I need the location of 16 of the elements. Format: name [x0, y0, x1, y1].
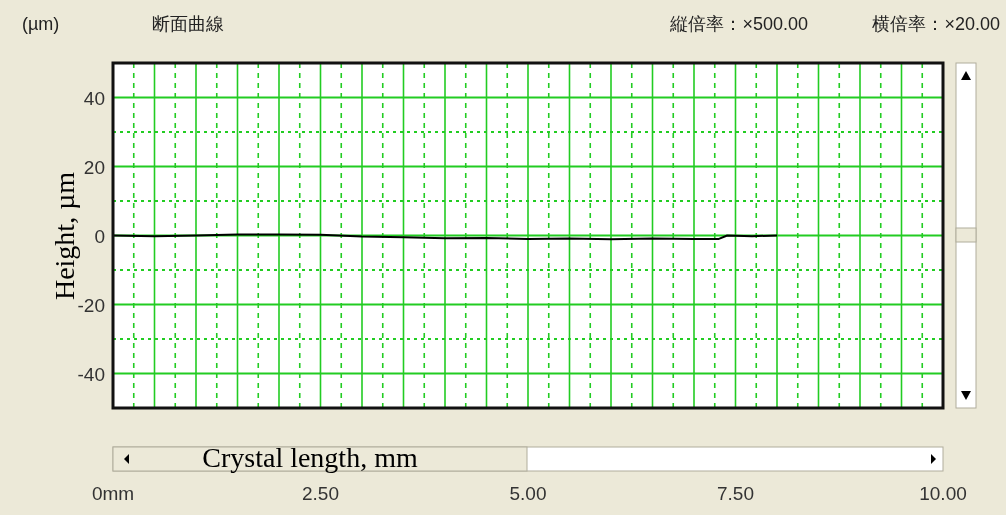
text: 縦倍率：×500.00	[669, 14, 808, 34]
y-tick-label: 0	[94, 225, 105, 247]
x-tick-label: 0mm	[91, 483, 135, 504]
x-tick-label: 2.50	[302, 483, 339, 504]
y-tick-label: -40	[77, 363, 105, 385]
y-axis-title: Height, µm	[49, 171, 80, 301]
x-axis-title: Crystal length, mm	[202, 442, 418, 473]
y-tick-label: 20	[83, 156, 105, 178]
x-tick-label: 10.00	[919, 483, 967, 504]
chart-title: 断面曲線	[152, 14, 224, 34]
text: 横倍率：×20.00	[872, 14, 1000, 34]
y-tick-label: -20	[77, 294, 105, 316]
text: (µm)	[22, 14, 60, 34]
y-tick-label: 40	[83, 87, 105, 109]
x-tick-label: 7.50	[717, 483, 754, 504]
x-tick-label: 5.00	[509, 483, 547, 504]
